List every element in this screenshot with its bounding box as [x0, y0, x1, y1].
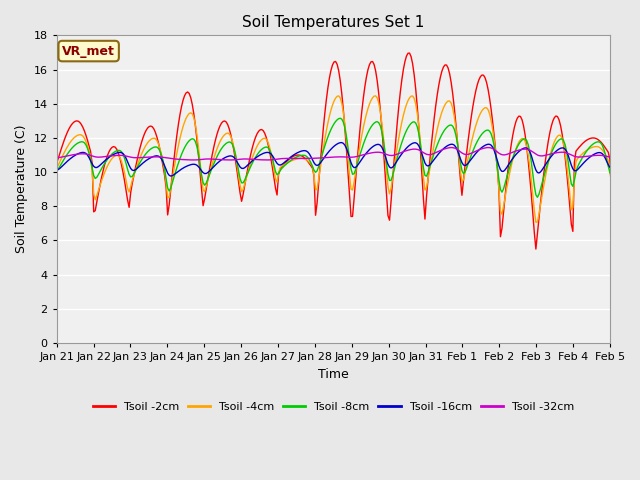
X-axis label: Time: Time: [318, 368, 349, 381]
Y-axis label: Soil Temperature (C): Soil Temperature (C): [15, 125, 28, 253]
Legend: Tsoil -2cm, Tsoil -4cm, Tsoil -8cm, Tsoil -16cm, Tsoil -32cm: Tsoil -2cm, Tsoil -4cm, Tsoil -8cm, Tsoi…: [88, 398, 579, 417]
Text: VR_met: VR_met: [62, 45, 115, 58]
Title: Soil Temperatures Set 1: Soil Temperatures Set 1: [242, 15, 424, 30]
